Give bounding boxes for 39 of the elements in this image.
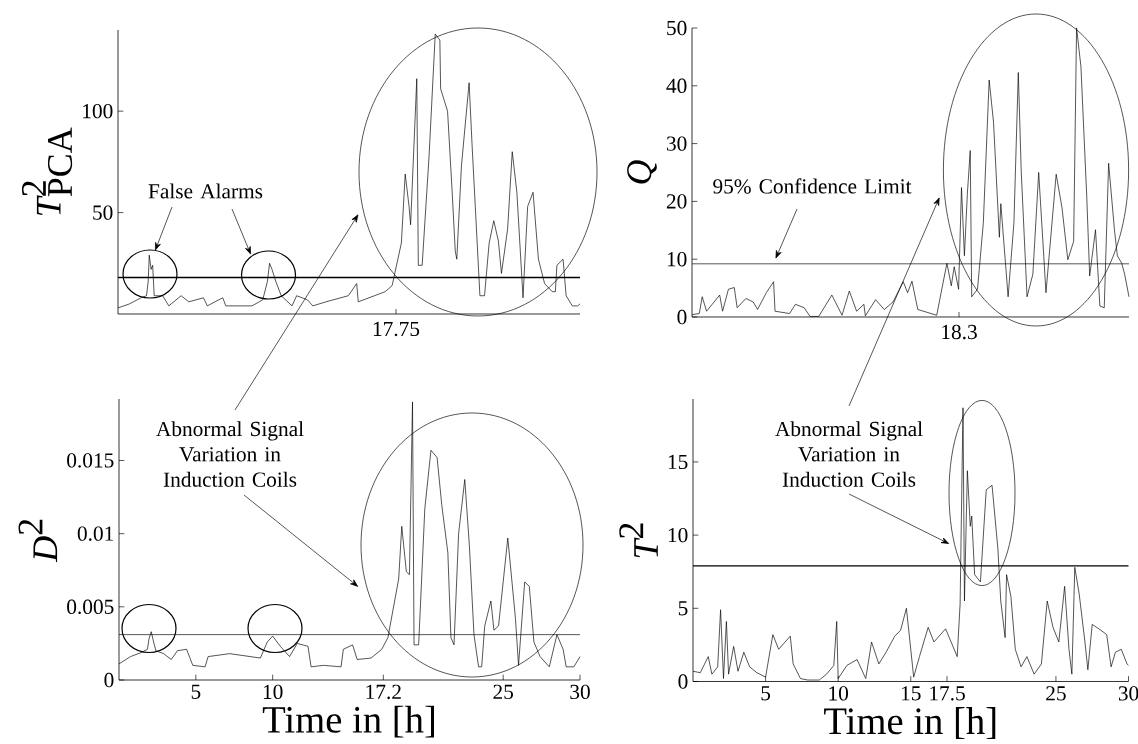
x-axis-title: Time in [h] — [262, 705, 435, 738]
y-tick-label: 40 — [666, 78, 687, 93]
y-tick-label: 100 — [83, 103, 113, 119]
y-tick-label: 5 — [678, 601, 688, 616]
y-axis-title: $\textit{T}^{\textrm{2}}_{\textrm{PCA}}$ — [21, 127, 73, 215]
annotation: Abnormal Signal Variation in Induction Coils — [156, 421, 304, 487]
x-tick-label: 30 — [570, 684, 590, 700]
y-tick-label: 10 — [668, 527, 688, 543]
y-axis-title: $\textit{T}^{\textrm{2}}$ — [619, 523, 658, 558]
annotation: Abnormal Signal Variation in Induction Coils — [775, 421, 923, 487]
y-tick-label: 10 — [667, 252, 687, 267]
y-tick-label: 20 — [666, 194, 687, 209]
y-axis-title: $\textit{Q}$ — [627, 160, 657, 184]
x-tick-label: 17.2 — [366, 684, 401, 700]
x-tick-label: 5 — [191, 684, 201, 699]
x-tick-label: 30 — [1118, 686, 1138, 701]
annotation: 95% Confidence Limit — [713, 178, 912, 194]
x-tick-label: 10 — [829, 686, 849, 701]
y-tick-label: 50 — [93, 205, 113, 220]
y-axis-title: $\textit{D}^{\textrm{2}}$ — [18, 519, 58, 563]
annotation: False Alarms — [148, 183, 263, 199]
y-tick-label: 30 — [666, 136, 687, 151]
y-tick-label: 0 — [677, 309, 687, 325]
y-tick-label: 15 — [668, 454, 688, 470]
y-tick-label: 0.01 — [77, 526, 114, 541]
y-tick-label: 0.005 — [67, 599, 114, 615]
x-tick-label: 25 — [493, 684, 513, 700]
x-tick-label: 25 — [1046, 686, 1066, 701]
x-tick-label: 15 — [901, 686, 921, 701]
x-tick-label: 10 — [263, 684, 283, 700]
y-tick-label: 0 — [678, 674, 688, 689]
text: 17.75 — [373, 321, 420, 337]
y-tick-label: 50 — [667, 20, 687, 36]
x-tick-label: 17.5 — [930, 686, 965, 701]
x-axis-title: Time in [h] — [824, 707, 996, 740]
y-tick-label: 0 — [104, 672, 114, 688]
x-tick-label: 5 — [761, 686, 771, 701]
y-tick-label: 0.015 — [67, 453, 114, 468]
text: 18.3 — [942, 324, 977, 340]
